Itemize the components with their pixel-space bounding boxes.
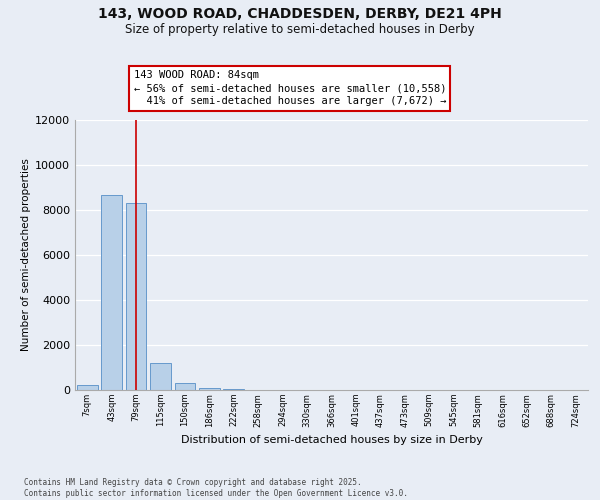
Y-axis label: Number of semi-detached properties: Number of semi-detached properties (21, 158, 31, 352)
Text: 143 WOOD ROAD: 84sqm
← 56% of semi-detached houses are smaller (10,558)
  41% of: 143 WOOD ROAD: 84sqm ← 56% of semi-detac… (134, 70, 446, 106)
Text: 143, WOOD ROAD, CHADDESDEN, DERBY, DE21 4PH: 143, WOOD ROAD, CHADDESDEN, DERBY, DE21 … (98, 8, 502, 22)
Bar (150, 363, 171, 390)
Bar (77, 385, 98, 390)
Text: Size of property relative to semi-detached houses in Derby: Size of property relative to semi-detach… (125, 22, 475, 36)
Bar (175, 383, 196, 390)
Bar (199, 388, 220, 390)
Bar (223, 389, 244, 390)
X-axis label: Distribution of semi-detached houses by size in Derby: Distribution of semi-detached houses by … (181, 435, 482, 445)
Text: Contains HM Land Registry data © Crown copyright and database right 2025.
Contai: Contains HM Land Registry data © Crown c… (24, 478, 408, 498)
Bar (101, 194, 122, 390)
Bar (125, 203, 146, 390)
